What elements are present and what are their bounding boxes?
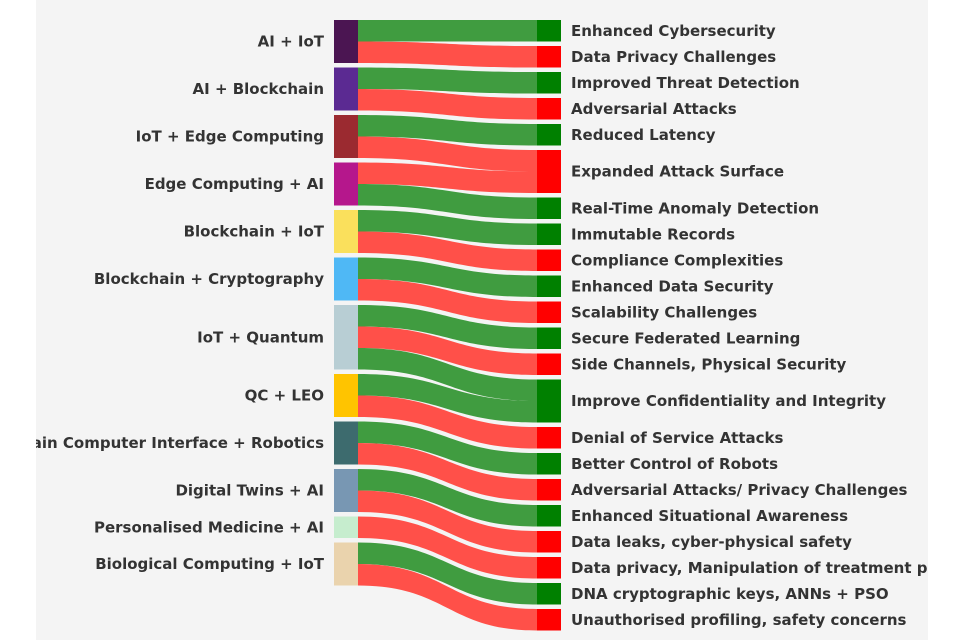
source-node-s7 xyxy=(334,374,358,417)
link-s2-t4 xyxy=(358,115,537,146)
source-node-s1 xyxy=(334,67,358,111)
target-label-t0: Enhanced Cybersecurity xyxy=(571,22,776,40)
source-node-s8 xyxy=(334,421,358,465)
target-node-t9 xyxy=(537,275,561,297)
link-s0-t1 xyxy=(358,41,537,68)
target-node-t5 xyxy=(537,150,561,193)
source-node-s9 xyxy=(334,469,358,512)
target-label-t21: Unauthorised profiling, safety concerns xyxy=(571,611,907,629)
target-label-t8: Compliance Complexities xyxy=(571,251,783,269)
target-node-t12 xyxy=(537,353,561,375)
target-node-t8 xyxy=(537,249,561,271)
target-label-t10: Scalability Challenges xyxy=(571,303,757,321)
target-node-t19 xyxy=(537,557,561,579)
target-node-t16 xyxy=(537,479,561,501)
target-nodes: Enhanced Cybersecurity Data Privacy Chall… xyxy=(537,20,928,631)
source-label-s4: Blockchain + IoT xyxy=(184,223,325,241)
target-node-t17 xyxy=(537,505,561,527)
target-label-t2: Improved Threat Detection xyxy=(571,74,800,92)
target-node-t18 xyxy=(537,531,561,553)
target-label-t12: Side Channels, Physical Security xyxy=(571,355,847,373)
target-label-t9: Enhanced Data Security xyxy=(571,277,774,295)
sankey-svg: AI + IoT AI + Blockchain IoT + Edge Comput… xyxy=(36,20,928,631)
target-label-t5: Expanded Attack Surface xyxy=(571,163,784,181)
source-label-s7: QC + LEO xyxy=(245,387,324,405)
source-label-s8: Brain Computer Interface + Robotics xyxy=(36,434,324,452)
source-label-s3: Edge Computing + AI xyxy=(145,175,324,193)
link-s4-t7 xyxy=(358,210,537,245)
link-s5-t9 xyxy=(358,257,537,297)
link-s6-t11 xyxy=(358,305,537,349)
target-node-t20 xyxy=(537,583,561,605)
source-node-s5 xyxy=(334,257,358,301)
target-label-t15: Better Control of Robots xyxy=(571,455,778,473)
link-s0-t0 xyxy=(358,20,537,42)
link-s8-t16 xyxy=(358,443,537,501)
target-label-t18: Data leaks, cyber-physical safety xyxy=(571,533,852,551)
link-s7-t14 xyxy=(358,395,537,449)
source-node-s3 xyxy=(334,162,358,206)
link-s9-t18 xyxy=(358,490,537,553)
source-label-s10: Personalised Medicine + AI xyxy=(94,518,324,536)
target-node-t6 xyxy=(537,197,561,219)
link-s1-t3 xyxy=(358,89,537,120)
link-s4-t8 xyxy=(358,231,537,271)
link-s7-t13 xyxy=(358,374,537,423)
target-node-t1 xyxy=(537,46,561,68)
target-label-t13: Improve Confidentiality and Integrity xyxy=(571,392,886,410)
target-label-t4: Reduced Latency xyxy=(571,126,716,144)
target-node-t2 xyxy=(537,72,561,94)
source-label-s11: Biological Computing + IoT xyxy=(95,555,325,573)
source-node-s4 xyxy=(334,210,358,253)
link-s11-t21 xyxy=(358,564,537,631)
link-s9-t17 xyxy=(358,469,537,527)
link-s8-t15 xyxy=(358,421,537,475)
link-s1-t2 xyxy=(358,67,537,94)
target-node-t21 xyxy=(537,609,561,631)
source-label-s0: AI + IoT xyxy=(258,33,325,51)
target-label-t14: Denial of Service Attacks xyxy=(571,429,784,447)
links xyxy=(358,20,537,631)
target-label-t20: DNA cryptographic keys, ANNs + PSO xyxy=(571,585,889,603)
target-node-t7 xyxy=(537,223,561,245)
link-s6-t12 xyxy=(358,326,537,375)
link-s11-t20 xyxy=(358,542,537,605)
source-node-s6 xyxy=(334,305,358,370)
target-label-t6: Real-Time Anomaly Detection xyxy=(571,199,819,217)
link-s2-t5 xyxy=(358,136,537,172)
target-node-t4 xyxy=(537,124,561,146)
target-node-t14 xyxy=(537,427,561,449)
target-label-t16: Adversarial Attacks/ Privacy Challenges xyxy=(571,481,908,499)
source-node-s0 xyxy=(334,20,358,63)
target-label-t1: Data Privacy Challenges xyxy=(571,48,776,66)
target-label-t3: Adversarial Attacks xyxy=(571,100,737,118)
source-nodes: AI + IoT AI + Blockchain IoT + Edge Comput… xyxy=(36,20,358,586)
target-label-t11: Secure Federated Learning xyxy=(571,329,800,347)
source-label-s6: IoT + Quantum xyxy=(197,328,324,346)
source-label-s9: Digital Twins + AI xyxy=(175,482,324,500)
link-s10-t19 xyxy=(358,516,537,579)
source-label-s2: IoT + Edge Computing xyxy=(136,128,324,146)
link-s3-t6 xyxy=(358,184,537,219)
link-s6-t13 xyxy=(358,348,537,401)
target-node-t10 xyxy=(537,301,561,323)
target-node-t0 xyxy=(537,20,561,42)
target-node-t13 xyxy=(537,379,561,423)
target-node-t3 xyxy=(537,98,561,120)
source-node-s2 xyxy=(334,115,358,158)
target-label-t7: Immutable Records xyxy=(571,225,735,243)
source-node-s10 xyxy=(334,516,358,538)
target-label-t17: Enhanced Situational Awareness xyxy=(571,507,848,525)
target-node-t11 xyxy=(537,327,561,349)
target-node-t15 xyxy=(537,453,561,475)
source-node-s11 xyxy=(334,542,358,586)
link-s5-t10 xyxy=(358,279,537,323)
target-label-t19: Data privacy, Manipulation of treatment … xyxy=(571,559,928,577)
source-label-s5: Blockchain + Cryptography xyxy=(94,270,324,288)
sankey-diagram: AI + IoT AI + Blockchain IoT + Edge Comput… xyxy=(36,0,928,640)
link-s3-t5 xyxy=(358,162,537,193)
source-label-s1: AI + Blockchain xyxy=(193,80,324,98)
